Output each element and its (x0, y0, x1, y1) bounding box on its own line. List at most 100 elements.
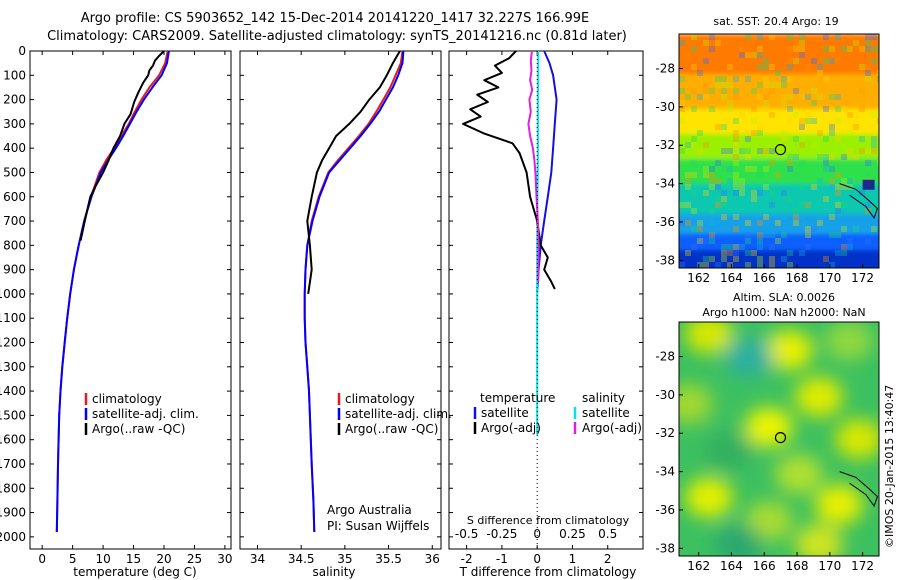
sst-pixel (697, 148, 703, 154)
sst-pixel (715, 76, 721, 82)
sst-pixel (685, 220, 691, 226)
sst-pixel (751, 130, 757, 136)
sst-pixel (679, 106, 685, 112)
sst-pixel (877, 76, 879, 82)
sst-pixel (865, 46, 871, 52)
x-tick-label: 36 (425, 552, 440, 566)
sst-pixel (727, 250, 733, 256)
sst-pixel (691, 142, 697, 148)
sst-pixel (691, 172, 697, 178)
sst-pixel (751, 34, 757, 40)
sst-pixel (799, 34, 805, 40)
sst-pixel (835, 202, 841, 208)
sla-blob-5 (795, 376, 843, 417)
plot-frame (448, 50, 644, 550)
sst-pixel (817, 214, 823, 220)
sst-pixel (733, 70, 739, 76)
sst-pixel (739, 148, 745, 154)
sst-pixel (709, 214, 715, 220)
sst-pixel (781, 76, 787, 82)
sst-pixel (823, 34, 829, 40)
y-tick-label: 1400 (0, 384, 26, 398)
sst-pixel (751, 106, 757, 112)
y-tick-label: -32 (655, 426, 675, 440)
sst-pixel (859, 88, 865, 94)
sst-pixel (763, 148, 769, 154)
sst-pixel (727, 166, 733, 172)
sst-pixel (757, 190, 763, 196)
sst-pixel (715, 82, 721, 88)
sst-pixel (829, 130, 835, 136)
sst-pixel (823, 154, 829, 160)
sst-pixel (679, 148, 685, 154)
sst-pixel (757, 94, 763, 100)
sla-blob-10 (685, 477, 733, 518)
sst-pixel (769, 64, 775, 70)
sst-bands (679, 34, 879, 268)
sst-pixel (709, 106, 715, 112)
sst-pixel (679, 262, 685, 268)
y-tick-label: 600 (3, 190, 26, 204)
sst-pixel (835, 172, 841, 178)
sst-pixel (709, 178, 715, 184)
sst-pixel (697, 130, 703, 136)
x-tick-label: 168 (786, 271, 809, 285)
x-tick-label: 2 (604, 552, 612, 566)
sst-pixel (871, 148, 877, 154)
sst-pixel (823, 196, 829, 202)
sst-pixel (769, 256, 775, 262)
sst-pixel (805, 118, 811, 124)
sst-pixel (715, 202, 721, 208)
sst-pixel (823, 136, 829, 142)
sst-pixel (865, 70, 871, 76)
sst-pixel (775, 220, 781, 226)
sst-pixel (847, 112, 853, 118)
sst-pixel (853, 112, 859, 118)
legend-label-climatology: climatology (345, 392, 415, 406)
sst-pixel (721, 196, 727, 202)
legend-label-argo: Argo(..raw -QC) (345, 422, 438, 436)
sst-pixel (745, 148, 751, 154)
sst-pixel (829, 214, 835, 220)
sst-pixel (709, 172, 715, 178)
legend-label-s-satellite: satellite (582, 406, 630, 420)
sla-map-panel: 162 164 166 168 170 172 -28 -30 -32 -34 -36 -38 (655, 321, 880, 573)
sla-blob-13 (715, 524, 763, 556)
imos-watermark: ©IMOS 20-Jan-2015 13:40:47 (883, 385, 896, 548)
sst-pixel (757, 244, 763, 250)
sst-pixel (733, 154, 739, 160)
sst-pixel (769, 202, 775, 208)
difference-panel: -2 -1 0 1 2 -0.5 -0.25 0 0.25 0.5 (448, 50, 644, 566)
sst-pixel (823, 256, 829, 262)
map-frame (678, 321, 880, 557)
sla-blob-6 (745, 407, 793, 448)
sst-pixel (793, 208, 799, 214)
x-tick-label: 10 (95, 552, 110, 566)
sst-pixel (745, 130, 751, 136)
sst-pixel (835, 34, 841, 40)
legend-label-climatology: climatology (92, 392, 162, 406)
sst-pixel (799, 118, 805, 124)
x-tick-label: 172 (851, 271, 874, 285)
sst-pixel (871, 130, 877, 136)
sst-pixel (763, 100, 769, 106)
sst-pixel (829, 58, 835, 64)
series-line-2 (462, 50, 556, 290)
sst-pixel (787, 94, 793, 100)
y-tick-label: -38 (655, 541, 675, 555)
y-tick-label: 1100 (0, 311, 26, 325)
sst-pixel (865, 208, 871, 214)
sst-pixel (679, 76, 685, 82)
sst-pixel (781, 190, 787, 196)
sst-pixel (727, 178, 733, 184)
sst-pixel (847, 154, 853, 160)
sst-pixel (757, 82, 763, 88)
sst-pixel (751, 88, 757, 94)
sst-pixel (769, 82, 775, 88)
sst-pixel (865, 238, 871, 244)
sst-pixel (757, 130, 763, 136)
sst-pixel (811, 226, 817, 232)
sst-pixel (835, 58, 841, 64)
y-tick-label: 1600 (0, 433, 26, 447)
